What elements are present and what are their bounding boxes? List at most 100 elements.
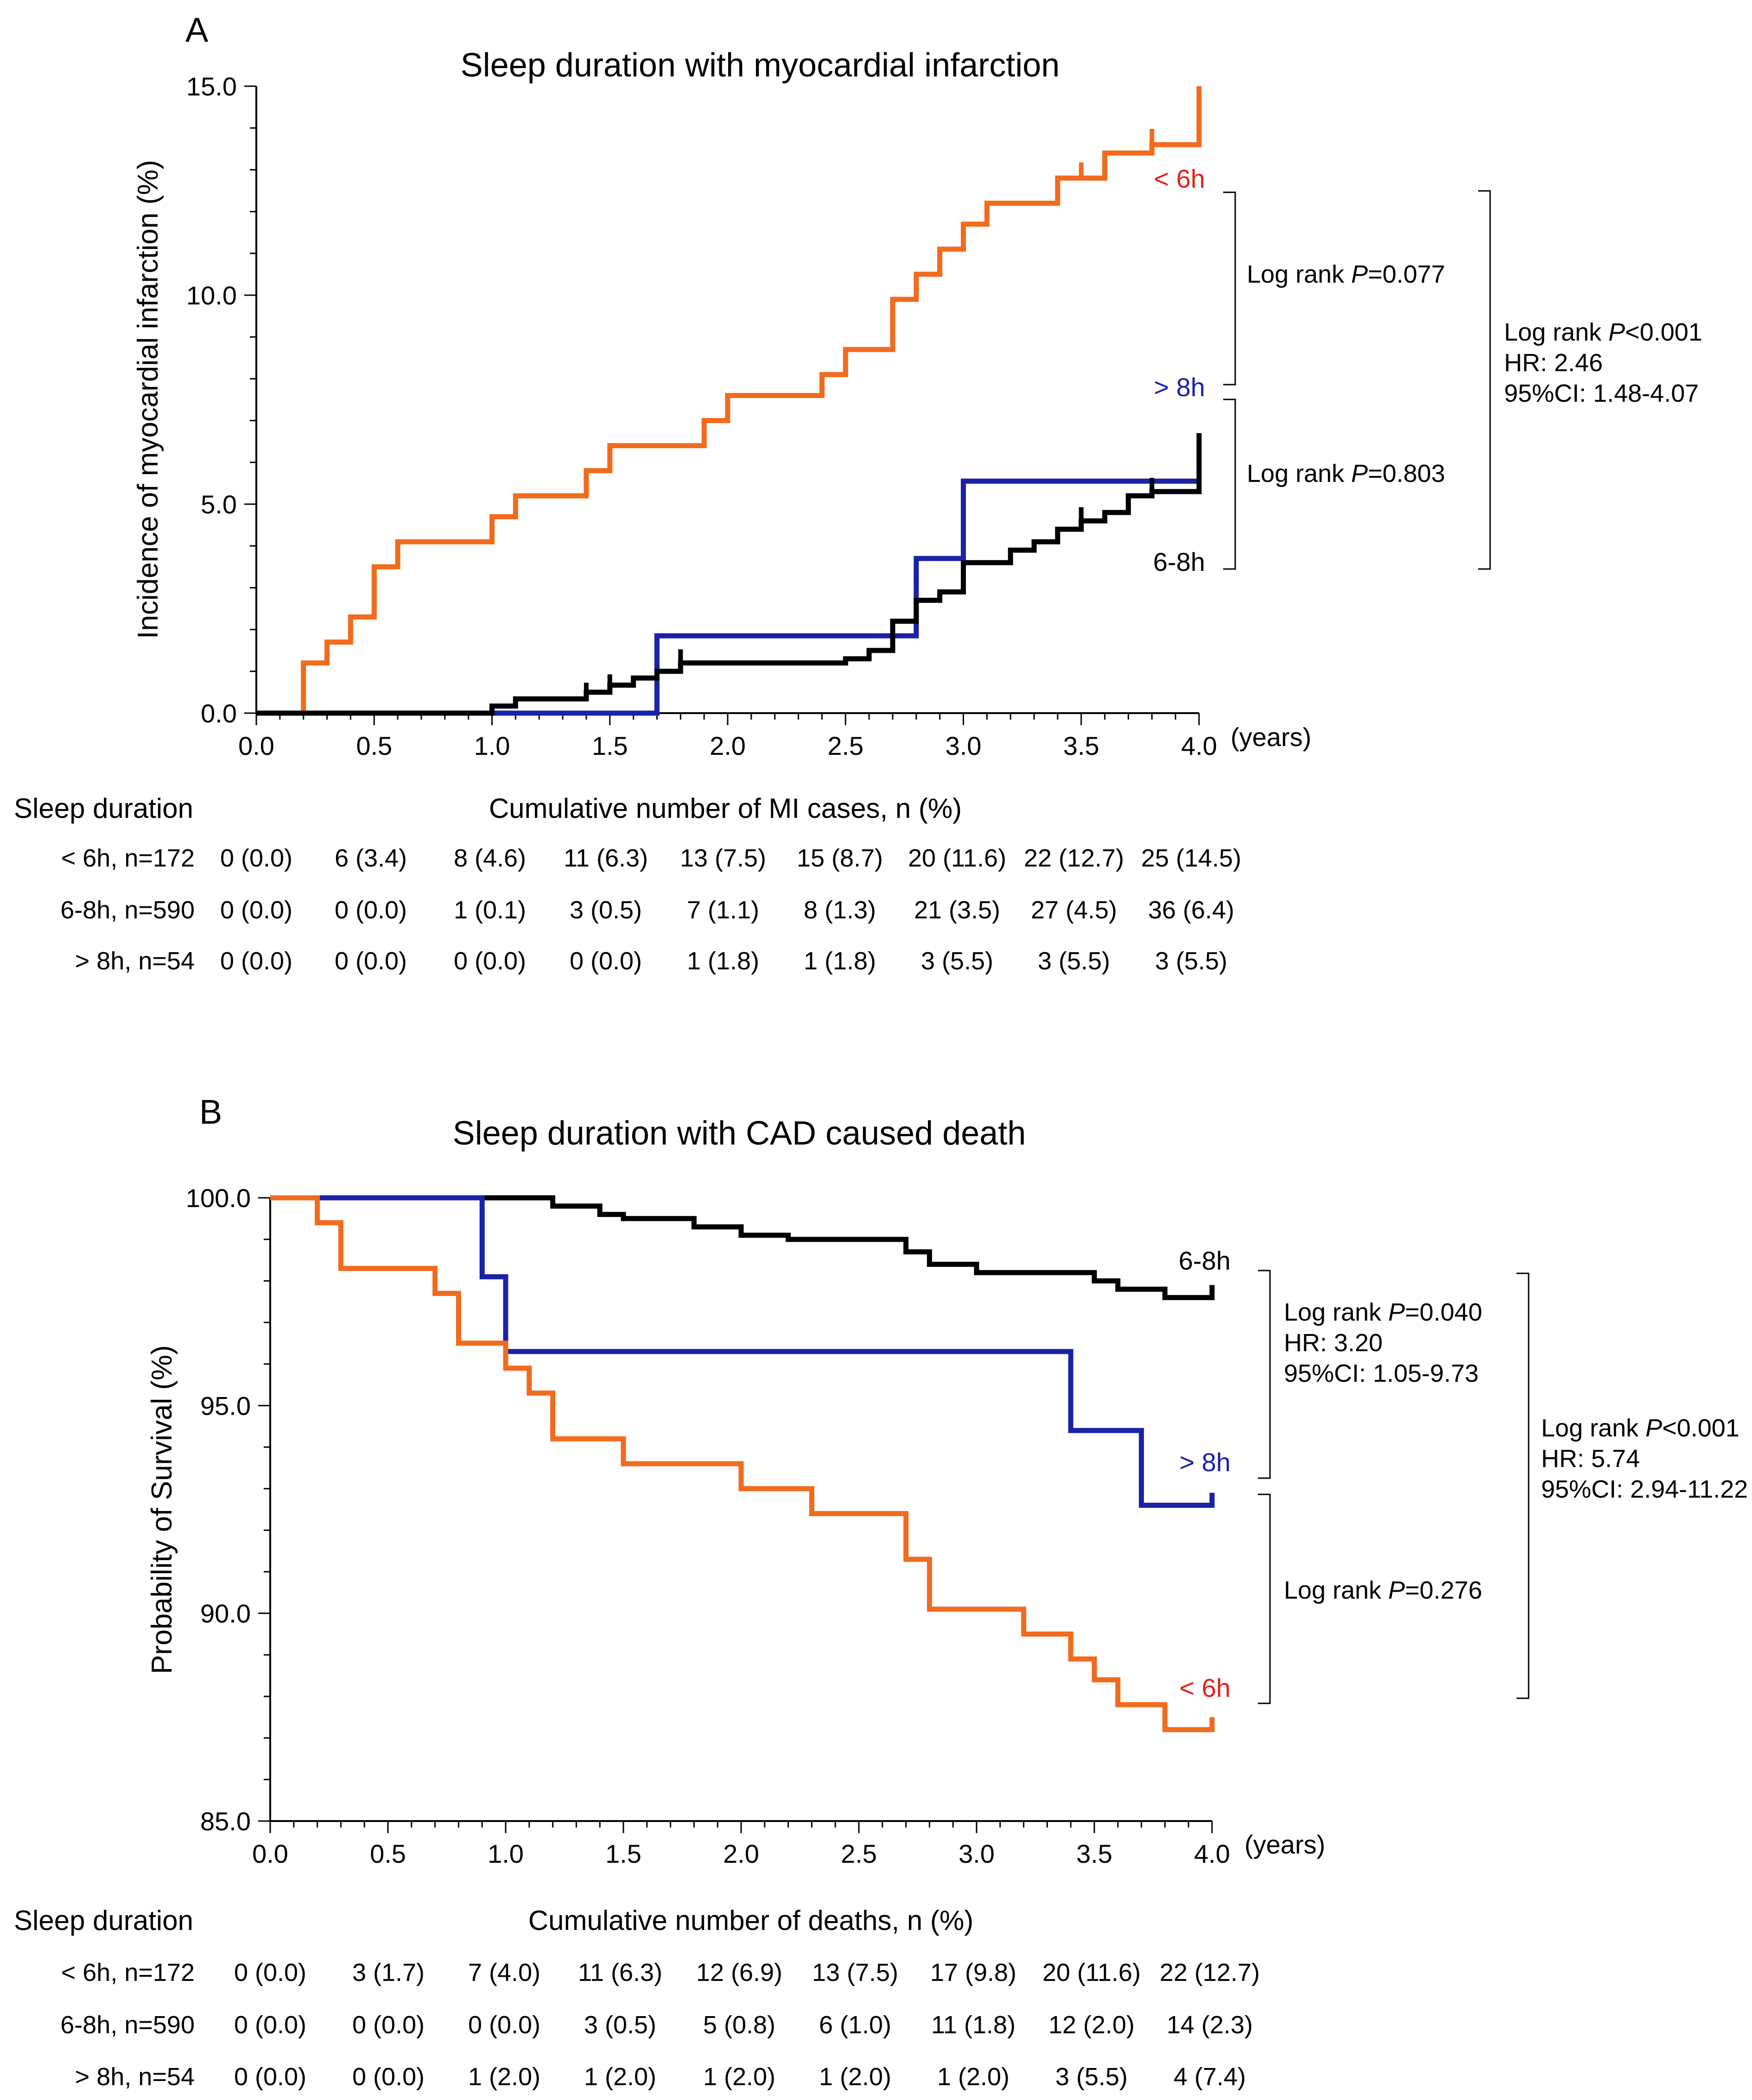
log-rank-text: Log rank P=0.040 [1284, 1298, 1482, 1326]
hazard-ratio-text: HR: 3.20 [1284, 1329, 1383, 1357]
comparison-bracket [1478, 190, 1491, 570]
x-tick-label: 2.0 [723, 1839, 759, 1868]
risk-table-cell: 22 (12.7) [1160, 1959, 1260, 1986]
risk-table-cell: 7 (1.1) [687, 896, 759, 924]
risk-table-cell: 27 (4.5) [1031, 896, 1117, 924]
risk-table-cell: 4 (7.4) [1174, 2063, 1246, 2091]
x-tick-label: 1.5 [592, 731, 628, 760]
x-tick-label: 2.5 [827, 731, 863, 760]
risk-table-cell: 15 (8.7) [797, 844, 883, 872]
x-tick-label: 1.0 [474, 731, 510, 760]
series-line-68h [256, 433, 1202, 716]
risk-table-cell: 11 (6.3) [564, 844, 648, 872]
risk-table-cell: 1 (2.0) [703, 2063, 775, 2091]
y-tick-label: 10.0 [186, 281, 237, 310]
risk-table-cell: 0 (0.0) [335, 947, 407, 975]
risk-table-cell: 1 (2.0) [819, 2063, 891, 2091]
x-tick-label: 1.5 [605, 1839, 641, 1868]
risk-table-cell: 13 (7.5) [812, 1959, 898, 1986]
risk-table-cell: 0 (0.0) [570, 947, 642, 975]
series-line-8h [256, 478, 1199, 716]
risk-table-cell: 25 (14.5) [1141, 844, 1241, 872]
risk-table-cell: 1 (2.0) [937, 2063, 1009, 2091]
risk-table-cell: 3 (5.5) [1155, 947, 1227, 975]
confidence-interval-text: 95%CI: 1.05-9.73 [1284, 1360, 1479, 1387]
x-tick-label: 2.5 [841, 1839, 877, 1868]
x-tick-label: 4.0 [1194, 1839, 1230, 1868]
risk-table-cell: 11 (1.8) [931, 2011, 1016, 2039]
risk-table-header: Cumulative number of deaths, n (%) [528, 1905, 973, 1936]
risk-table-cell: 17 (9.8) [930, 1959, 1016, 1986]
hazard-ratio-text: HR: 5.74 [1541, 1445, 1640, 1473]
x-tick-label: 0.0 [252, 1839, 288, 1868]
risk-table-cell: 0 (0.0) [352, 2063, 425, 2091]
risk-table-cell: 3 (5.5) [921, 947, 993, 975]
x-tick-label: 4.0 [1181, 731, 1217, 760]
series-label-8h: > 8h [1179, 1448, 1231, 1477]
confidence-interval-text: 95%CI: 2.94-11.22 [1541, 1475, 1748, 1503]
hazard-ratio-text: HR: 2.46 [1504, 349, 1603, 377]
y-axis-label: Probability of Survival (%) [146, 1345, 178, 1674]
x-tick-label: 2.0 [710, 731, 746, 760]
risk-table-cell: 0 (0.0) [220, 844, 292, 872]
y-tick-label: 15.0 [186, 72, 237, 101]
risk-table-row-label: < 6h, n=172 [61, 844, 195, 872]
log-rank-text: Log rank P=0.276 [1284, 1576, 1482, 1604]
risk-table-row-label: 6-8h, n=590 [60, 896, 195, 924]
risk-table-cell: 3 (5.5) [1038, 947, 1110, 975]
risk-table-cell: 12 (6.9) [696, 1959, 782, 1986]
comparison-bracket [1223, 191, 1236, 386]
x-axis-unit-label: (years) [1231, 722, 1311, 752]
comparison-bracket [1517, 1272, 1530, 1699]
risk-table-cell: 3 (5.5) [1055, 2063, 1128, 2091]
risk-table-cell: 12 (2.0) [1048, 2011, 1135, 2039]
risk-table-cell: 20 (11.6) [908, 844, 1006, 872]
risk-table-cell: 3 (0.5) [570, 896, 642, 924]
risk-table-cell: 8 (4.6) [454, 844, 526, 872]
comparison-bracket [1258, 1493, 1271, 1704]
panel-b: B Sleep duration with CAD caused death Pro… [14, 1093, 1748, 2091]
risk-table-row-label: > 8h, n=54 [75, 947, 195, 975]
risk-table-cell: 1 (1.8) [804, 947, 876, 975]
x-axis-unit-label: (years) [1244, 1830, 1325, 1859]
risk-table-cell: 13 (7.5) [680, 844, 766, 872]
series-label-8h: > 8h [1154, 373, 1205, 402]
x-tick-label: 3.0 [959, 1839, 995, 1868]
y-tick-label: 90.0 [200, 1599, 251, 1628]
risk-table-cell: 21 (3.5) [914, 896, 1000, 924]
risk-table-cell: 0 (0.0) [335, 896, 407, 924]
x-tick-label: 0.5 [356, 731, 392, 760]
panel-label: A [185, 11, 209, 49]
risk-table-cell: 5 (0.8) [703, 2011, 775, 2039]
risk-table-cell: 7 (4.0) [468, 1959, 540, 1986]
series-label-68h: 6-8h [1153, 547, 1205, 576]
risk-table-cell: 8 (1.3) [804, 896, 876, 924]
risk-table-cell: 0 (0.0) [454, 947, 526, 975]
risk-table-cell: 6 (3.4) [335, 844, 407, 872]
log-rank-text: Log rank P=0.077 [1247, 260, 1445, 288]
risk-table-cell: 0 (0.0) [234, 2063, 306, 2091]
risk-table-row-label: > 8h, n=54 [75, 2063, 195, 2091]
risk-table-row-label: < 6h, n=172 [61, 1959, 195, 1986]
y-tick-label: 100.0 [186, 1183, 251, 1213]
risk-table-cell: 1 (2.0) [584, 2063, 656, 2091]
risk-table-cell: 22 (12.7) [1024, 844, 1124, 872]
x-tick-label: 3.5 [1076, 1839, 1112, 1868]
comparison-bracket [1258, 1270, 1271, 1479]
y-tick-label: 0.0 [201, 699, 237, 728]
risk-table-group-header: Sleep duration [14, 1905, 193, 1936]
chart-title: Sleep duration with CAD caused death [453, 1115, 1026, 1152]
panel-a: A Sleep duration with myocardial infarcti… [14, 11, 1702, 975]
risk-table-cell: 1 (0.1) [454, 896, 526, 924]
risk-table-cell: 0 (0.0) [468, 2011, 540, 2039]
risk-table-cell: 0 (0.0) [234, 2011, 306, 2039]
y-tick-label: 5.0 [201, 490, 237, 519]
panel-label: B [199, 1093, 222, 1131]
comparison-bracket [1223, 398, 1236, 570]
risk-table-cell: 3 (0.5) [584, 2011, 656, 2039]
risk-table-group-header: Sleep duration [14, 793, 193, 824]
risk-table-cell: 0 (0.0) [220, 947, 292, 975]
x-tick-label: 3.5 [1063, 731, 1099, 760]
y-tick-label: 95.0 [200, 1391, 251, 1420]
